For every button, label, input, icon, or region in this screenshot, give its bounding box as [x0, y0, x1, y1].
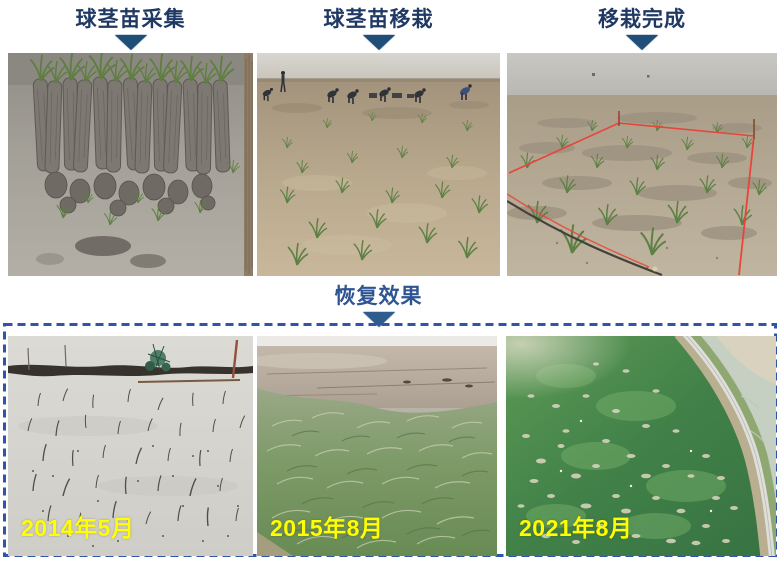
- arrow-down-icon: [362, 35, 395, 50]
- photo-corm-seedling-transplanting: [257, 53, 500, 276]
- result-label: 恢复效果: [334, 285, 423, 308]
- date-badge-2014: 2014年5月: [21, 515, 135, 541]
- photo-transplanting-completed: [507, 53, 777, 276]
- date-badge-2015: 2015年8月: [270, 515, 384, 541]
- workflow-step-transplanting: 球茎苗移栽: [257, 6, 500, 276]
- workflow-step-collection: 球茎苗采集: [8, 6, 253, 276]
- arrow-down-icon: [114, 35, 147, 50]
- photo-corm-seedling-collection: [8, 53, 253, 276]
- workflow-step-completed: 移栽完成: [507, 6, 777, 276]
- date-badge-2021: 2021年8月: [519, 515, 633, 541]
- photo-result-2015: 2015年8月: [257, 336, 497, 556]
- arrow-down-icon: [626, 35, 658, 50]
- step-label-collection: 球茎苗采集: [75, 8, 186, 31]
- photo-result-2014: 2014年5月: [8, 336, 253, 556]
- green-net: [145, 343, 171, 372]
- result-section-header: 恢复效果: [257, 284, 500, 327]
- standing-figure: [280, 71, 286, 93]
- photo-result-2021: 2021年8月: [506, 336, 776, 556]
- step-label-completed: 移栽完成: [598, 8, 686, 31]
- result-photos-panel: 2014年5月: [3, 323, 777, 557]
- step-label-transplanting: 球茎苗移栽: [323, 8, 434, 31]
